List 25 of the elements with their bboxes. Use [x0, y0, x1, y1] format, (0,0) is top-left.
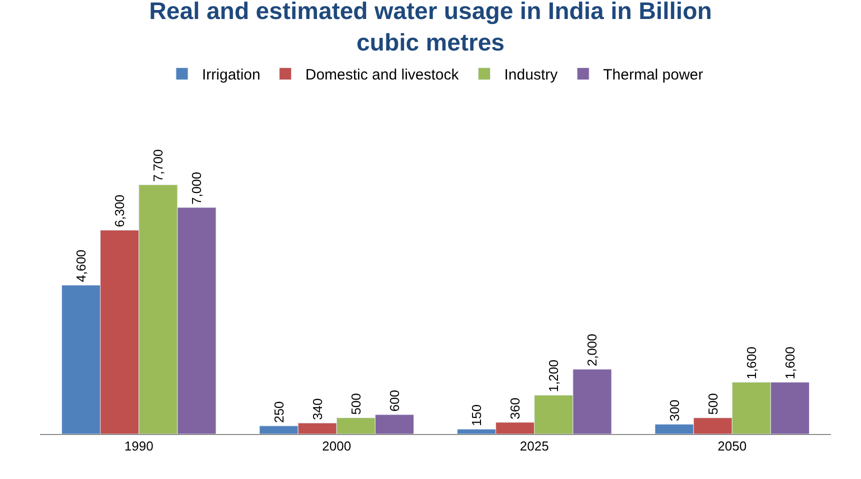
- legend-label: Industry: [504, 66, 558, 84]
- legend-label: Thermal power: [603, 66, 704, 84]
- x-tick-label: 2000: [322, 438, 352, 454]
- data-label: 4,600: [74, 250, 89, 282]
- data-label: 500: [348, 393, 364, 415]
- x-tick-label: 2050: [718, 438, 747, 454]
- chart-title: Real and estimated water usage in India in Billion cubic metres: [149, 0, 712, 56]
- legend-label: Irrigation: [202, 66, 260, 84]
- data-label: 250: [271, 401, 286, 423]
- data-label: 7,000: [189, 172, 204, 204]
- data-label: 500: [705, 393, 720, 415]
- data-label: 360: [508, 398, 523, 420]
- data-label: 1,200: [546, 360, 562, 392]
- data-label: 1,600: [782, 346, 798, 380]
- data-label: 7,700: [150, 149, 166, 182]
- data-label: 1,600: [744, 346, 759, 380]
- data-label: 6,300: [112, 194, 128, 228]
- data-label: 600: [386, 390, 402, 412]
- data-label: 300: [666, 400, 682, 422]
- legend-label: Domestic and livestock: [305, 66, 460, 84]
- data-label: 2,000: [584, 334, 600, 366]
- data-label: 340: [310, 398, 325, 420]
- x-tick-label: 1990: [124, 438, 154, 454]
- x-tick-label: 2025: [520, 438, 549, 454]
- data-label: 150: [469, 404, 484, 426]
